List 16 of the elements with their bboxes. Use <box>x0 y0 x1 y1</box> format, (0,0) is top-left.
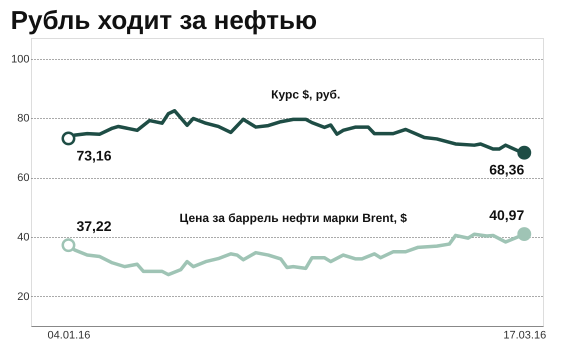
point <box>517 146 532 160</box>
y-tick-label: 20 <box>17 290 30 303</box>
y-tick-label: 40 <box>17 231 30 244</box>
y-tick-label: 100 <box>11 53 30 66</box>
annotation: 68,36 <box>489 162 524 178</box>
annotation: 37,22 <box>76 218 112 234</box>
text: Цена за баррель нефти марки Brent, $ <box>180 211 408 226</box>
y-tick-label: 80 <box>17 112 30 125</box>
chart-title: Рубль ходит за нефтью <box>10 5 318 35</box>
y-tick-label: 60 <box>17 172 30 184</box>
series-label: Курс $, руб. <box>271 88 340 102</box>
x-tick-label: 04.01.16 <box>48 330 90 342</box>
annotation: 73,16 <box>76 147 112 164</box>
x-tick-label: 17.03.16 <box>503 330 546 342</box>
point <box>517 227 532 241</box>
annotation: 40,97 <box>489 207 524 224</box>
